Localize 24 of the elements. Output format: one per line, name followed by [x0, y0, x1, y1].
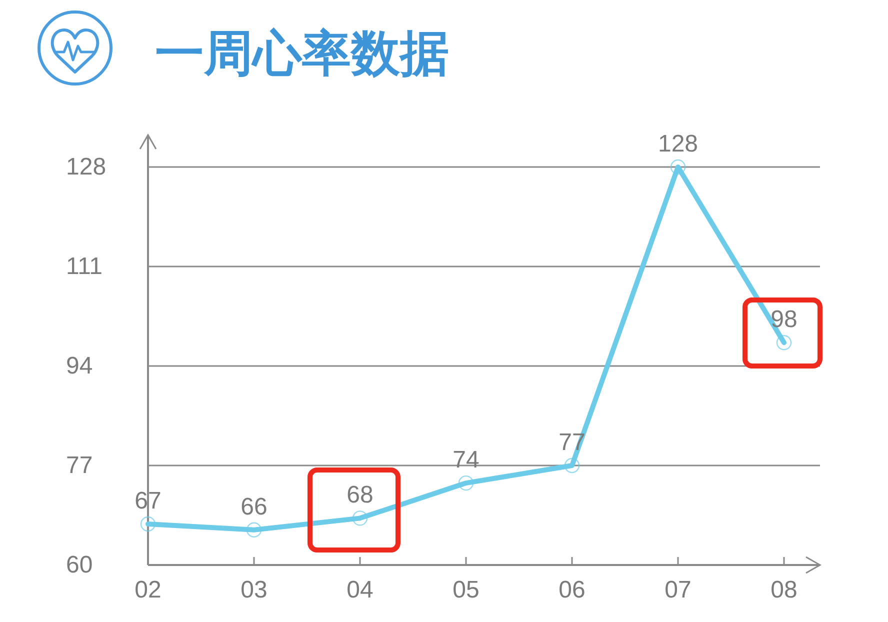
point [246, 522, 262, 538]
y-tick-label: 128 [66, 154, 106, 180]
x-tick-label: 03 [240, 576, 268, 604]
point [352, 510, 368, 526]
point [564, 458, 580, 474]
point [140, 516, 156, 532]
x-tick-label: 06 [558, 576, 586, 604]
y-tick-label: 77 [66, 452, 93, 479]
data-label: 66 [240, 493, 268, 520]
y-tick-label: 94 [66, 352, 93, 380]
data-label: 98 [770, 306, 798, 334]
data-label: 128 [658, 130, 698, 158]
x-tick-label: 04 [346, 576, 374, 604]
x-tick-label: 02 [134, 576, 162, 604]
point [776, 334, 792, 350]
point [458, 475, 474, 491]
x-tick-label: 08 [770, 576, 798, 604]
point [670, 159, 686, 175]
y-tick-label: 60 [66, 552, 93, 578]
data-label: 68 [346, 482, 374, 509]
chart-title: 一周心率数据 [155, 27, 449, 81]
x-tick-label: 07 [664, 576, 692, 604]
x-tick-label: 05 [452, 576, 480, 604]
y-tick-label: 111 [66, 253, 102, 280]
